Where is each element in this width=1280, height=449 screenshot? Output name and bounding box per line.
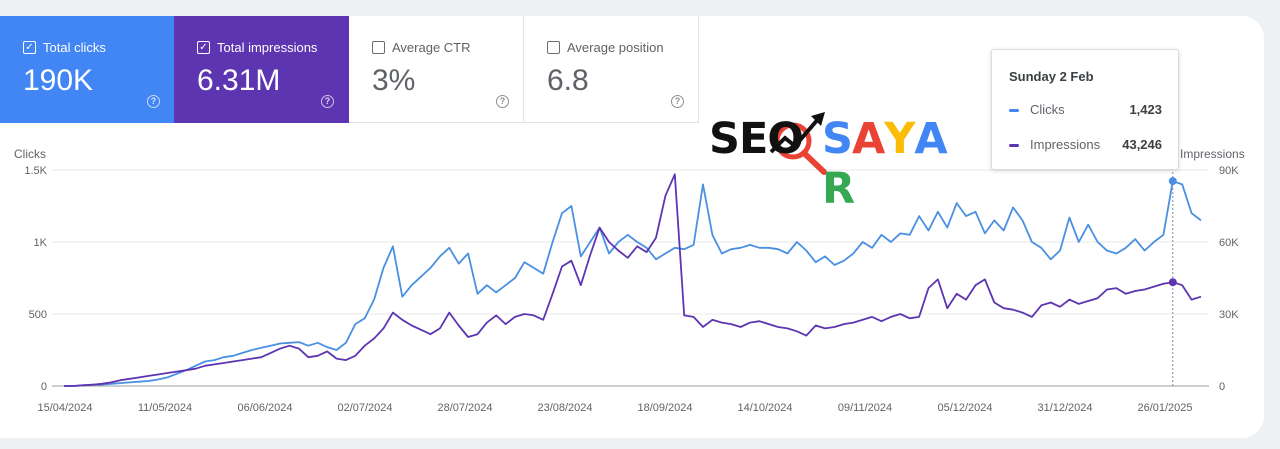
tooltip-row-impressions: Impressions 43,246: [1009, 137, 1162, 152]
metric-tile-average-ctr[interactable]: Average CTR 3% ?: [349, 16, 524, 123]
clicks-legend-icon: [1009, 109, 1019, 113]
y-right-axis-title: Impressions: [1180, 147, 1245, 161]
x-tick-label: 02/07/2024: [337, 402, 392, 414]
x-tick-label: 23/08/2024: [537, 402, 592, 414]
chart-tooltip: Sunday 2 Feb Clicks 1,423 Impressions 43…: [991, 49, 1179, 170]
logo-text-seo: SEO: [709, 114, 804, 164]
tooltip-impressions-value: 43,246: [1122, 137, 1162, 152]
y-right-tick-label: 0: [1219, 381, 1225, 393]
metric-label: Average position: [567, 40, 664, 55]
help-icon[interactable]: ?: [496, 95, 509, 108]
performance-card: ✓ Total clicks 190K ? ✓ Total impressions …: [0, 16, 1264, 438]
y-left-tick-label: 0: [41, 381, 47, 393]
impressions-legend-icon: [1009, 144, 1019, 148]
checkbox-unchecked-icon[interactable]: [547, 41, 560, 54]
x-tick-label: 15/04/2024: [37, 402, 92, 414]
metric-value: 190K: [23, 64, 94, 97]
tooltip-clicks-value: 1,423: [1129, 102, 1162, 117]
metric-value: 6.31M: [197, 64, 281, 97]
x-tick-label: 09/11/2024: [838, 402, 892, 414]
metric-value: 3%: [372, 64, 416, 97]
metric-label: Total clicks: [43, 40, 106, 55]
metric-tile-total-impressions[interactable]: ✓ Total impressions 6.31M ?: [174, 16, 349, 123]
series-line-clicks: [64, 180, 1202, 387]
logo-letter: R: [822, 164, 855, 214]
help-icon[interactable]: ?: [671, 95, 684, 108]
metric-label: Total impressions: [217, 40, 318, 55]
help-icon[interactable]: ?: [147, 95, 160, 108]
y-right-tick-label: 30K: [1219, 309, 1239, 321]
metric-tiles: ✓ Total clicks 190K ? ✓ Total impressions …: [0, 16, 699, 123]
magnifier-arrow-icon: [769, 112, 827, 175]
logo-letter: Y: [884, 114, 915, 164]
x-tick-label: 18/09/2024: [637, 402, 692, 414]
help-icon[interactable]: ?: [321, 95, 334, 108]
logo-letter: A: [914, 114, 947, 164]
y-left-axis-title: Clicks: [14, 147, 46, 161]
x-tick-label: 11/05/2024: [138, 402, 192, 414]
metric-value: 6.8: [547, 64, 589, 97]
x-tick-label: 14/10/2024: [737, 402, 792, 414]
hover-point: [1168, 177, 1177, 186]
logo-text-sayar: SAYAR: [822, 114, 975, 214]
y-right-tick-label: 60K: [1219, 237, 1239, 249]
y-right-tick-label: 90K: [1219, 165, 1239, 177]
checkbox-checked-icon[interactable]: ✓: [23, 41, 36, 54]
x-tick-label: 28/07/2024: [437, 402, 492, 414]
series-line-impressions: [64, 173, 1202, 387]
y-left-tick-label: 1K: [34, 237, 48, 249]
y-left-tick-label: 1.5K: [24, 165, 47, 177]
x-tick-label: 05/12/2024: [937, 402, 992, 414]
tooltip-row-clicks: Clicks 1,423: [1009, 102, 1162, 117]
x-tick-label: 31/12/2024: [1037, 402, 1092, 414]
y-left-tick-label: 500: [29, 309, 47, 321]
hover-point: [1168, 278, 1177, 287]
checkbox-unchecked-icon[interactable]: [372, 41, 385, 54]
logo-letter: A: [851, 114, 885, 164]
seosayar-logo: SEO SAYAR: [703, 108, 975, 214]
metric-tile-total-clicks[interactable]: ✓ Total clicks 190K ?: [0, 16, 174, 123]
performance-chart[interactable]: 0 0 500 30K 1K 60K 1.5K 90K 15/04/2024 11/05/2024…: [0, 16, 1264, 438]
logo-letter: S: [822, 114, 853, 164]
metric-label: Average CTR: [392, 40, 471, 55]
tooltip-date: Sunday 2 Feb: [1009, 69, 1094, 84]
checkbox-checked-icon[interactable]: ✓: [197, 41, 210, 54]
x-tick-label: 06/06/2024: [237, 402, 292, 414]
x-tick-label: 26/01/2025: [1137, 402, 1192, 414]
metric-tile-average-position[interactable]: Average position 6.8 ?: [524, 16, 699, 123]
